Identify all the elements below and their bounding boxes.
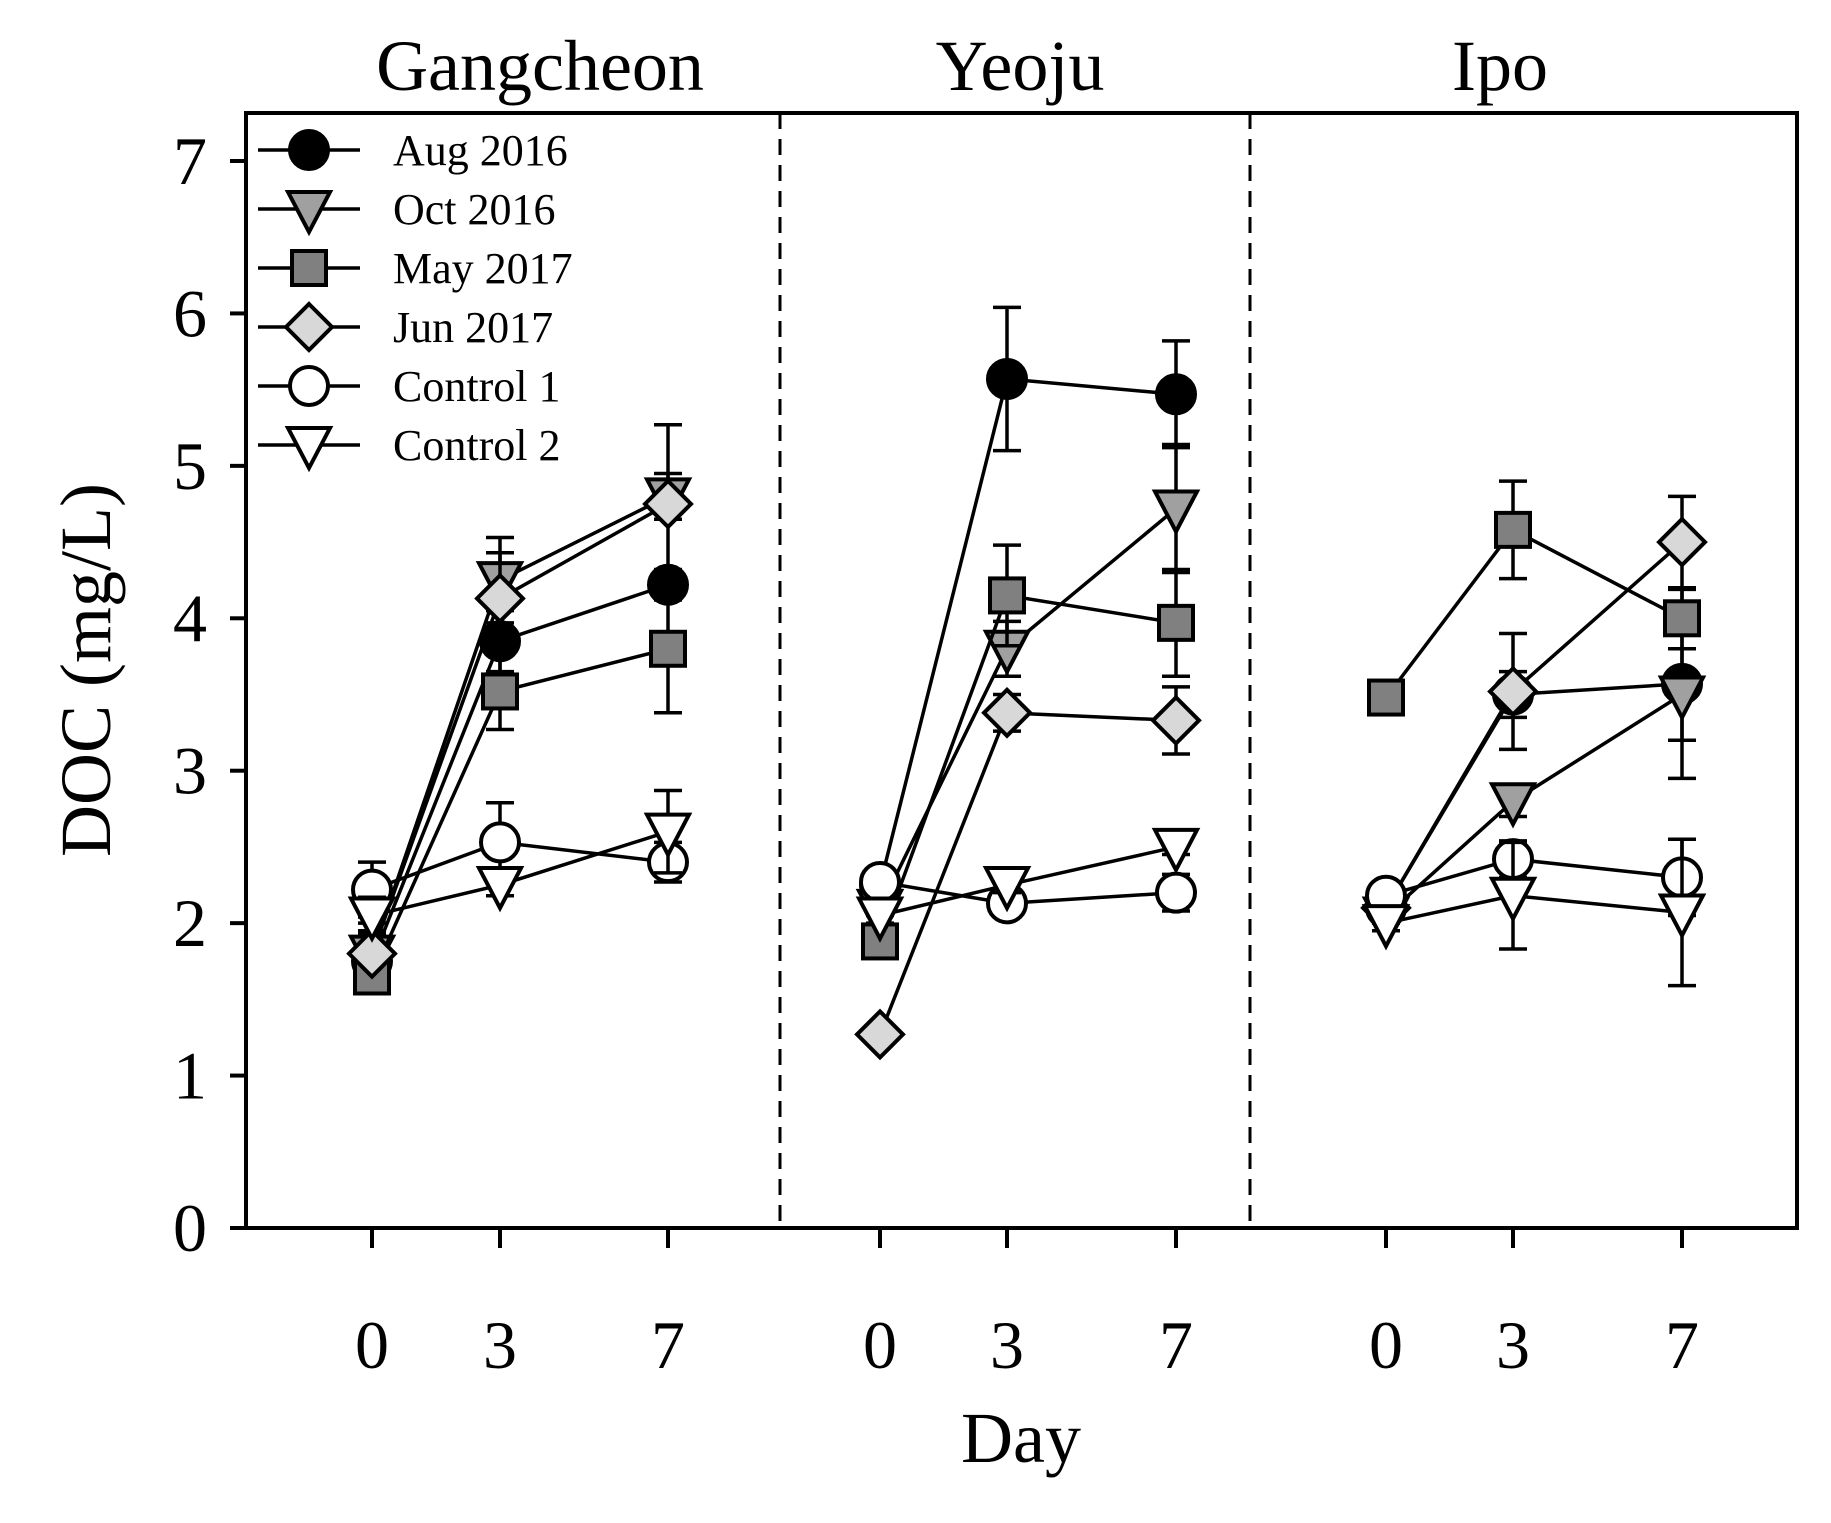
x-tick-label-yeoju-0: 0: [863, 1307, 897, 1383]
data-point-day-3: [1494, 510, 1532, 549]
data-point-day-7: [1155, 871, 1197, 914]
y-axis-ticks: 0 1 2 3 4 5 6 7: [173, 123, 246, 1266]
panel-ipo: [1360, 479, 1708, 988]
y-tick-label-7: 7: [173, 123, 207, 199]
panel-gangcheon: [346, 422, 694, 996]
plot-frame: [244, 111, 1799, 1230]
x-tick-label-ipo-0: 0: [1369, 1307, 1403, 1383]
y-tick-label-1: 1: [173, 1038, 207, 1114]
panel-yeoju: [854, 305, 1202, 1061]
data-point-day-3: [474, 572, 526, 625]
data-point-day-0: [855, 896, 905, 943]
legend-label: Jun 2017: [393, 303, 553, 352]
legend-item-control-1: Control 1: [258, 362, 560, 411]
series-line: [878, 710, 1177, 1036]
data-point-day-0: [859, 860, 901, 903]
y-tick-label-5: 5: [173, 428, 207, 504]
y-tick-label-6: 6: [173, 275, 207, 351]
series-line: [1385, 893, 1683, 925]
legend: Aug 2016 Oct 2016 May 2017 Jun 2017 Control …: [258, 126, 573, 473]
data-point-day-7: [1155, 373, 1197, 416]
series-line: [370, 647, 669, 978]
series-yeoju-control-2: [855, 827, 1201, 943]
series-ipo-aug-2016: [1365, 587, 1703, 929]
data-point-day-0: [854, 1008, 906, 1061]
data-point-day-7: [1150, 694, 1202, 747]
legend-item-aug-2016: Aug 2016: [258, 126, 568, 175]
series-gangcheon-may-2017: [353, 583, 687, 996]
series-gangcheon-jun-2017: [346, 422, 694, 980]
legend-item-oct-2016: Oct 2016: [258, 185, 556, 237]
y-tick-label-2: 2: [173, 885, 207, 961]
x-tick-label-ipo-3: 3: [1496, 1307, 1530, 1383]
data-point-day-3: [982, 866, 1032, 913]
legend-item-control-2: Control 2: [258, 421, 560, 473]
x-tick-label-yeoju-3: 3: [990, 1307, 1024, 1383]
data-point-day-7: [649, 629, 687, 668]
data-point-day-3: [481, 672, 519, 711]
panel-title-yeoju: Yeoju: [936, 26, 1105, 106]
data-point-day-7: [1151, 489, 1201, 536]
data-point-day-7: [1151, 827, 1201, 875]
legend-marker: [284, 426, 334, 473]
data-point-day-0: [1361, 904, 1411, 951]
x-tick-label-yeoju-7: 7: [1159, 1307, 1193, 1383]
data-point-day-7: [1663, 599, 1701, 638]
x-tick-label-gangcheon-3: 3: [483, 1307, 517, 1383]
series-yeoju-jun-2017: [854, 685, 1202, 1061]
y-tick-label-4: 4: [173, 580, 207, 656]
legend-marker: [288, 365, 330, 407]
data-point-day-3: [479, 821, 521, 864]
x-tick-label-ipo-7: 7: [1665, 1307, 1699, 1383]
legend-marker: [290, 249, 328, 287]
x-tick-label-gangcheon-0: 0: [355, 1307, 389, 1383]
legend-marker: [288, 129, 330, 171]
series-gangcheon-control-2: [347, 788, 693, 943]
y-axis-label: DOC (mg/L): [46, 483, 126, 857]
panel-title-ipo: Ipo: [1452, 26, 1548, 106]
data-point-day-3: [1488, 876, 1538, 924]
panel-title-gangcheon: Gangcheon: [376, 26, 704, 106]
data-point-day-7: [1657, 675, 1707, 722]
data-point-day-3: [1488, 782, 1538, 829]
series-ipo-may-2017: [1367, 479, 1701, 717]
y-tick-label-3: 3: [173, 733, 207, 809]
legend-item-may-2017: May 2017: [258, 244, 573, 293]
x-axis-ticks: 0 3 7 0 3 7 0 3 7: [355, 1228, 1699, 1383]
data-point-day-7: [1157, 603, 1195, 642]
series-layer: [346, 305, 1708, 1061]
data-point-day-0: [347, 896, 397, 943]
y-tick-label-0: 0: [173, 1190, 207, 1266]
data-point-day-3: [475, 866, 525, 913]
x-axis-label: Day: [961, 1398, 1081, 1478]
legend-label: Aug 2016: [393, 126, 568, 175]
series-yeoju-aug-2016: [859, 305, 1197, 907]
data-point-day-0: [1367, 678, 1405, 717]
legend-label: May 2017: [393, 244, 573, 293]
legend-label: Control 2: [393, 421, 560, 470]
data-point-day-7: [1656, 516, 1708, 568]
data-point-day-3: [981, 686, 1033, 739]
legend-label: Oct 2016: [393, 185, 556, 234]
legend-marker: [283, 301, 335, 353]
data-point-day-7: [643, 812, 693, 859]
data-point-day-0: [346, 927, 398, 980]
data-point-day-3: [988, 576, 1026, 615]
series-line: [879, 880, 1177, 906]
series-gangcheon-aug-2016: [351, 563, 689, 994]
series-ipo-control-2: [1361, 837, 1707, 988]
data-point-day-3: [1487, 665, 1539, 718]
legend-item-jun-2017: Jun 2017: [258, 301, 553, 353]
series-line: [879, 845, 1177, 918]
legend-label: Control 1: [393, 362, 560, 411]
data-point-day-7: [642, 478, 694, 530]
x-tick-label-gangcheon-7: 7: [651, 1307, 685, 1383]
data-point-day-3: [986, 357, 1028, 400]
legend-marker: [284, 190, 334, 237]
data-point-day-7: [1657, 893, 1707, 940]
